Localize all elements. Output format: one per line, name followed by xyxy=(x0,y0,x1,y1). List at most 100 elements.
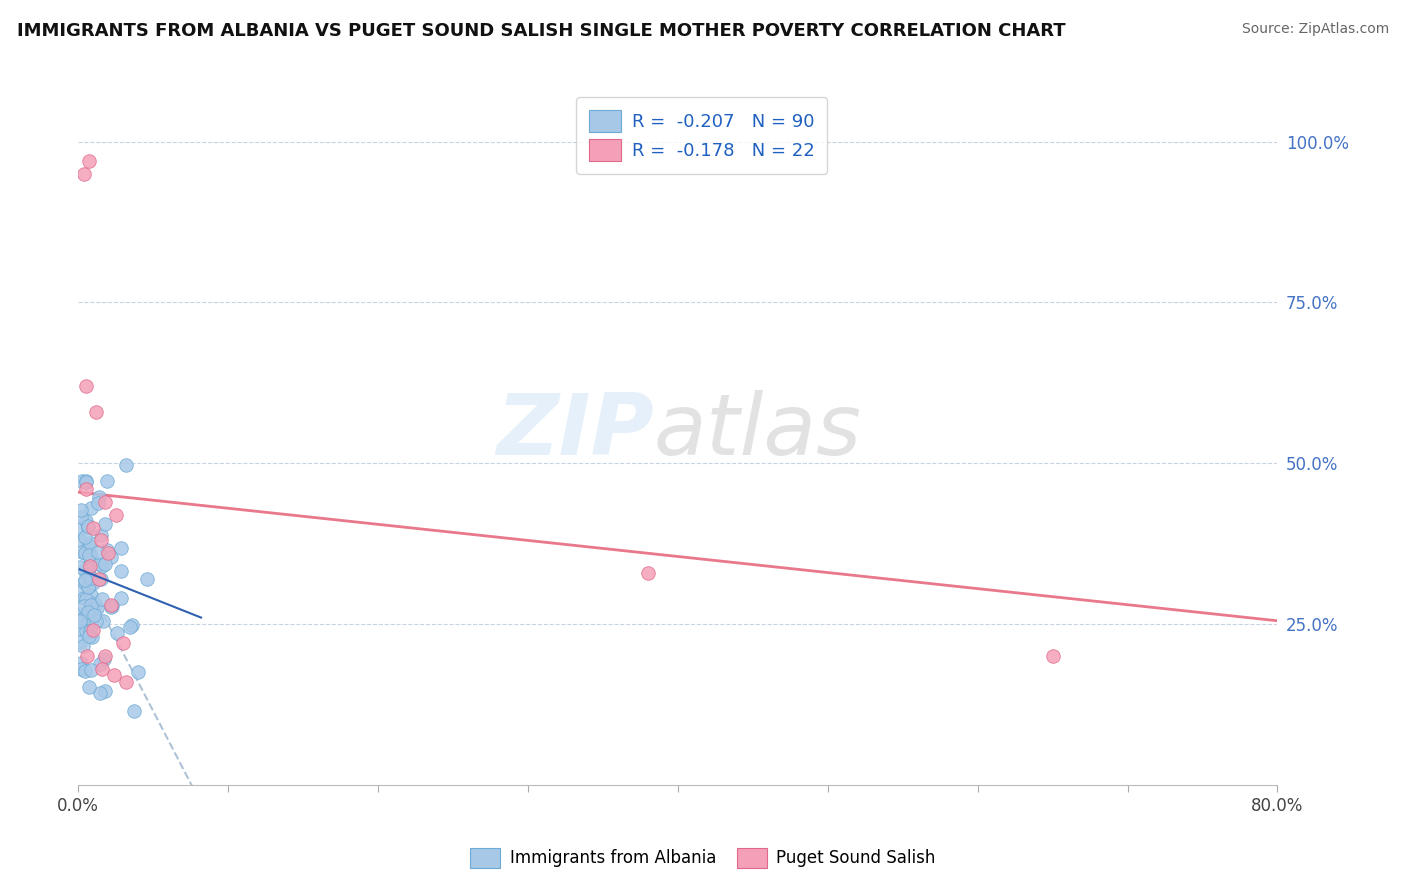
Point xyxy=(82,555,104,569)
Point xyxy=(83,598,105,612)
Point xyxy=(69,560,91,574)
Point xyxy=(91,614,114,628)
Text: ZIP: ZIP xyxy=(496,390,654,473)
Point xyxy=(76,591,98,606)
Point xyxy=(122,704,145,718)
Point xyxy=(110,541,132,556)
Point xyxy=(76,580,98,594)
Point xyxy=(120,620,142,634)
Point xyxy=(93,652,115,666)
Point xyxy=(77,613,100,627)
Point xyxy=(72,639,94,653)
Point xyxy=(110,591,132,606)
Point xyxy=(77,579,100,593)
Point xyxy=(72,612,94,626)
Legend: Immigrants from Albania, Puget Sound Salish: Immigrants from Albania, Puget Sound Sal… xyxy=(464,841,942,875)
Point xyxy=(76,649,98,664)
Point xyxy=(69,607,91,621)
Point xyxy=(94,558,117,572)
Point xyxy=(82,520,104,534)
Point xyxy=(69,662,91,676)
Point xyxy=(104,508,127,522)
Text: atlas: atlas xyxy=(654,390,862,473)
Point xyxy=(90,533,112,548)
Point xyxy=(637,566,659,580)
Point xyxy=(77,538,100,552)
Point xyxy=(75,482,97,496)
Point xyxy=(77,548,100,562)
Point xyxy=(75,514,97,528)
Text: Source: ZipAtlas.com: Source: ZipAtlas.com xyxy=(1241,22,1389,37)
Point xyxy=(69,509,91,524)
Point xyxy=(101,599,124,614)
Point xyxy=(100,598,122,612)
Point xyxy=(70,474,93,488)
Point xyxy=(94,649,117,664)
Point xyxy=(79,501,101,516)
Point xyxy=(80,663,103,677)
Point xyxy=(97,546,120,560)
Point xyxy=(82,624,104,638)
Point xyxy=(96,543,118,558)
Point xyxy=(76,606,98,620)
Point xyxy=(87,491,110,505)
Point xyxy=(84,614,107,628)
Point xyxy=(82,576,104,591)
Point xyxy=(84,405,107,419)
Point xyxy=(90,528,112,542)
Point xyxy=(100,599,122,614)
Point xyxy=(77,629,100,643)
Point xyxy=(79,559,101,574)
Point xyxy=(79,602,101,616)
Point xyxy=(105,625,128,640)
Point xyxy=(72,624,94,638)
Point xyxy=(76,543,98,558)
Point xyxy=(115,458,138,472)
Point xyxy=(86,601,108,615)
Point xyxy=(89,686,111,700)
Point xyxy=(80,630,103,644)
Point xyxy=(80,598,103,612)
Point xyxy=(87,545,110,559)
Point xyxy=(73,167,96,181)
Point xyxy=(91,559,114,574)
Point xyxy=(73,564,96,578)
Point xyxy=(91,591,114,606)
Point xyxy=(77,519,100,533)
Point xyxy=(75,379,97,393)
Point xyxy=(73,530,96,544)
Point xyxy=(94,495,117,509)
Point xyxy=(73,574,96,588)
Point xyxy=(83,608,105,623)
Point xyxy=(94,516,117,531)
Point xyxy=(73,599,96,613)
Point xyxy=(103,668,125,682)
Point xyxy=(73,545,96,559)
Point xyxy=(69,635,91,649)
Point xyxy=(79,566,101,581)
Point xyxy=(80,549,103,563)
Point xyxy=(90,572,112,586)
Point xyxy=(96,474,118,488)
Point xyxy=(73,591,96,606)
Point xyxy=(100,550,122,565)
Point xyxy=(79,558,101,573)
Point xyxy=(87,572,110,586)
Point xyxy=(76,518,98,533)
Point xyxy=(112,636,135,650)
Point xyxy=(1042,649,1064,664)
Point xyxy=(80,572,103,586)
Point xyxy=(91,662,114,676)
Point xyxy=(75,474,97,488)
Point xyxy=(70,545,93,559)
Point xyxy=(69,522,91,536)
Point xyxy=(87,496,110,510)
Point xyxy=(77,154,100,169)
Point xyxy=(127,665,149,679)
Point xyxy=(70,503,93,517)
Point xyxy=(75,665,97,679)
Point xyxy=(87,558,110,572)
Point xyxy=(115,674,138,689)
Point xyxy=(69,614,91,628)
Text: IMMIGRANTS FROM ALBANIA VS PUGET SOUND SALISH SINGLE MOTHER POVERTY CORRELATION : IMMIGRANTS FROM ALBANIA VS PUGET SOUND S… xyxy=(17,22,1066,40)
